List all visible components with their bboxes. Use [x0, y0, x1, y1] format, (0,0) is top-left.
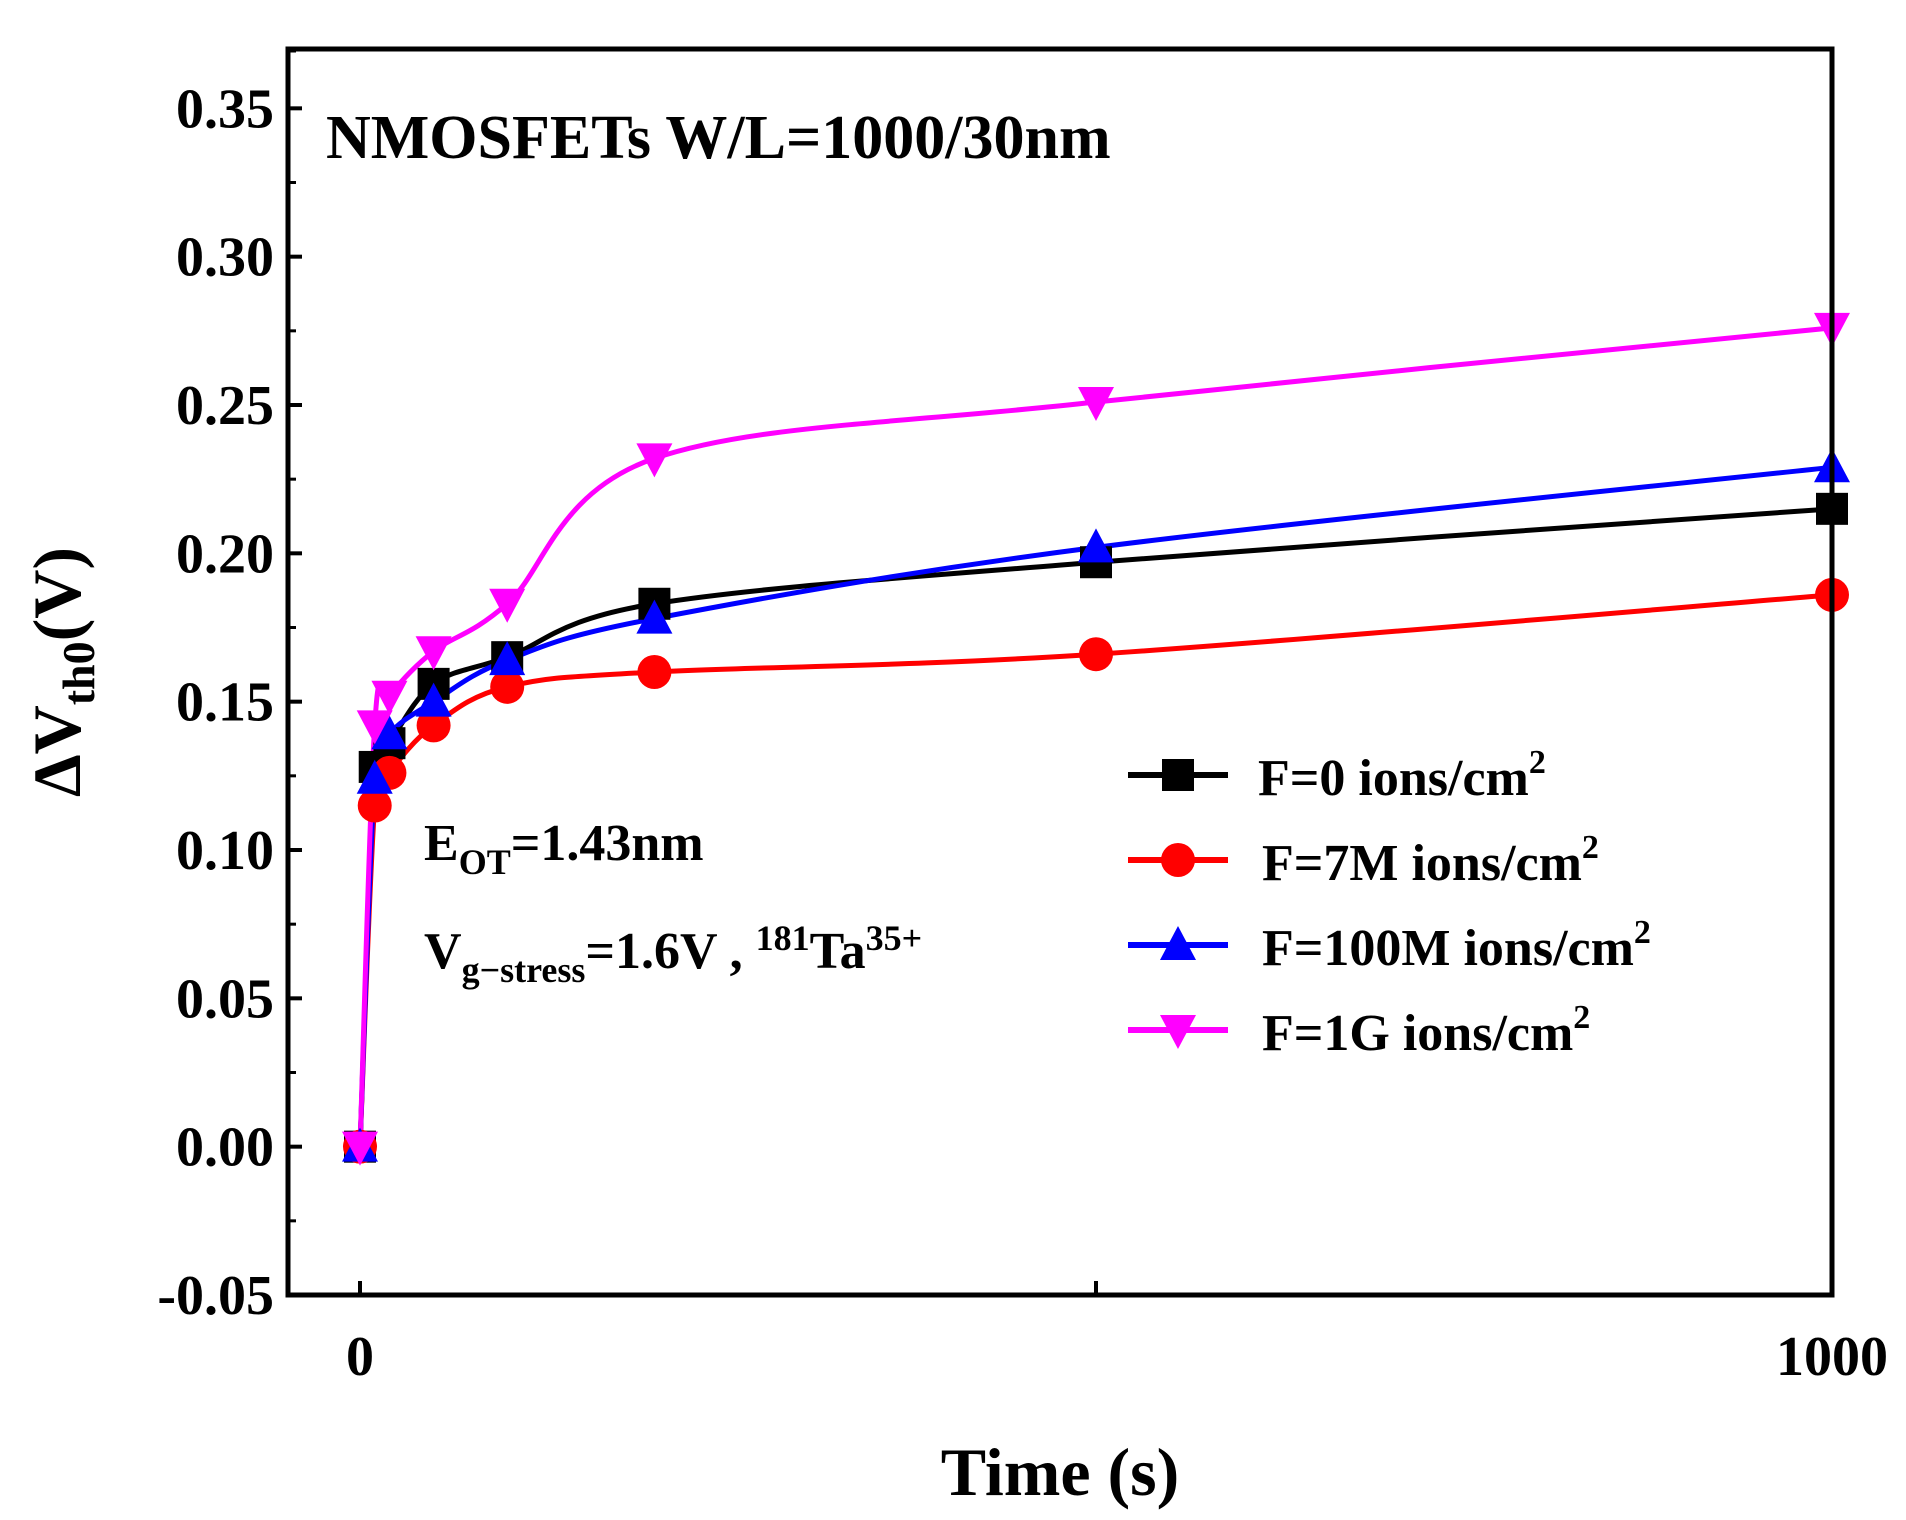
plot-frame: [285, 46, 1835, 1298]
data-point: [356, 710, 393, 745]
legend-marker: [1160, 926, 1196, 960]
legend-entry-3: F=1G ions/cm2: [1128, 999, 1590, 1062]
y-tick-label: -0.05: [157, 1265, 274, 1327]
y-tick-labels: -0.05 0.00 0.05 0.10 0.15 0.20 0.25 0.30 0.35: [157, 78, 274, 1327]
data-point: [489, 588, 526, 623]
legend: F=0 ions/cm2 F=7M ions/cm2 F=100M ions/c…: [1128, 744, 1651, 1062]
svg-text:F=100M ions/cm2: F=100M ions/cm2: [1262, 914, 1651, 977]
y-tick-label: 0.10: [176, 820, 274, 882]
data-point: [342, 1131, 378, 1166]
svg-text:F=1G ions/cm2: F=1G ions/cm2: [1262, 999, 1590, 1062]
x-tick-label: 1000: [1776, 1326, 1888, 1388]
chart-title: NMOSFETs W/L=1000/30nm: [326, 104, 1111, 172]
data-point: [416, 708, 451, 743]
legend-entry-1: F=7M ions/cm2: [1128, 829, 1599, 892]
y-tick-label: 0.00: [176, 1117, 274, 1179]
x-axis-label: Time (s): [941, 1434, 1180, 1510]
data-point: [371, 680, 408, 715]
x-tick-labels: 0 1000: [346, 1326, 1888, 1388]
y-tick-label: 0.15: [176, 672, 274, 734]
data-point: [636, 443, 673, 478]
legend-marker: [1162, 759, 1194, 791]
svg-text:F=7M ions/cm2: F=7M ions/cm2: [1262, 829, 1599, 892]
data-point: [489, 641, 526, 676]
legend-entry-0: F=0 ions/cm2: [1128, 744, 1546, 807]
y-axis-label: ΔVth0(V): [19, 547, 104, 797]
annotation-eot: EOT=1.43nm: [424, 815, 704, 882]
data-point: [490, 669, 525, 704]
data-point: [371, 715, 408, 750]
data-point: [1079, 637, 1113, 672]
series-curves: [357, 325, 1833, 1147]
legend-entry-2: F=100M ions/cm2: [1128, 914, 1651, 977]
series-line-3: [357, 325, 1833, 1147]
y-tick-label: 0.05: [176, 968, 274, 1030]
data-point: [1078, 387, 1114, 422]
y-tick-label: 0.20: [176, 523, 274, 585]
data-point: [415, 636, 452, 671]
y-tick-label: 0.30: [176, 227, 274, 289]
y-tick-label: 0.35: [176, 78, 274, 140]
legend-marker: [1160, 1015, 1196, 1049]
data-point: [637, 655, 672, 689]
data-point: [636, 599, 673, 634]
legend-marker: [1161, 843, 1195, 877]
data-point: [415, 682, 452, 717]
data-point: [357, 788, 392, 823]
series-markers: [342, 312, 1850, 1166]
data-point: [356, 759, 393, 794]
x-tick-label: 0: [346, 1326, 374, 1388]
data-point: [1078, 528, 1114, 563]
annotation-stress: Vg−stress=1.6V , 181Ta35+: [424, 918, 922, 990]
y-tick-label: 0.25: [176, 375, 274, 437]
svg-text:F=0 ions/cm2: F=0 ions/cm2: [1258, 744, 1546, 807]
